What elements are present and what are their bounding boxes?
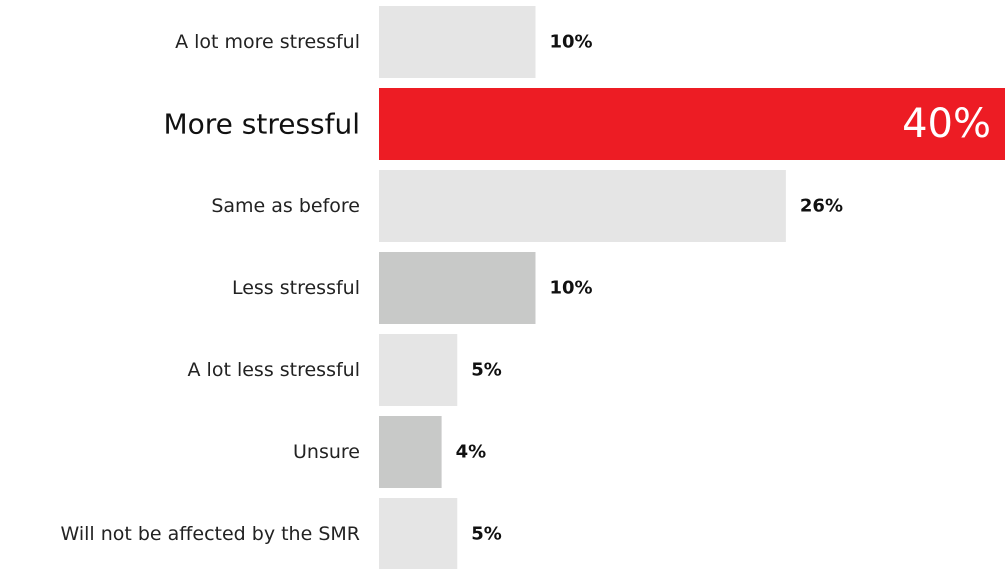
value-label-6: 5% <box>471 524 502 545</box>
bar-1 <box>379 88 1005 160</box>
value-label-4: 5% <box>471 360 502 381</box>
category-labels-group: A lot more stressful More stressful Same a… <box>60 31 360 545</box>
bars-group <box>379 6 1005 569</box>
value-labels-group: 10% 40% 26% 10% 5% 4% 5% <box>456 32 991 545</box>
bar-5 <box>379 416 442 488</box>
category-label-0: A lot more stressful <box>175 31 360 53</box>
value-label-5: 4% <box>456 442 487 463</box>
category-label-4: A lot less stressful <box>188 359 360 381</box>
bar-6 <box>379 498 458 569</box>
bar-0 <box>379 6 536 78</box>
value-label-2: 26% <box>800 196 843 217</box>
bar-2 <box>379 170 786 242</box>
category-label-5: Unsure <box>293 441 360 463</box>
category-label-6: Will not be affected by the SMR <box>60 523 360 545</box>
value-label-0: 10% <box>550 32 593 53</box>
category-label-3: Less stressful <box>232 277 360 299</box>
category-label-2: Same as before <box>211 195 360 217</box>
value-label-3: 10% <box>550 278 593 299</box>
bar-3 <box>379 252 536 324</box>
bar-4 <box>379 334 458 406</box>
value-label-1: 40% <box>902 101 991 147</box>
category-label-1: More stressful <box>163 108 360 141</box>
